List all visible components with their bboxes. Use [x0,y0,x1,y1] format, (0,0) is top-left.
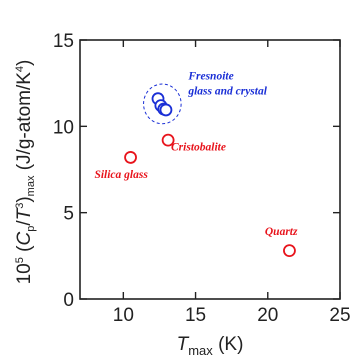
annotation-fresnoite-line-0: Fresnoite [187,71,233,83]
y-axis-ticks: 0 5 10 15 [53,31,340,311]
x-axis-ticks: 10 15 20 25 [113,40,351,326]
y-axis-title-unit: (J/g-atom/K [14,72,35,171]
y-axis-title-open: ( [14,245,35,252]
data-point-s1-3 [159,103,173,117]
plot-frame-group [79,39,341,300]
annotation-quartz-line-0: Quartz [265,226,298,238]
y-axis-title-unit-close: ) [14,60,35,66]
x-axis-title-unit: (K) [218,334,243,355]
y-axis-title-exp: 5 [14,257,26,263]
y-tick-label-10: 10 [53,117,74,138]
y-axis-title-max-sub: max [25,175,37,196]
fresnoite-group-ellipse [143,83,182,125]
y-axis-title-prefix: 10 [14,263,35,284]
y-tick-label-15: 15 [53,31,74,52]
x-axis-title-sub: max [188,343,213,356]
annotation-silica-line-0: Silica glass [94,169,148,181]
annotation-cristobalite-line-0: Cristobalite [171,142,226,154]
data-point-s0-1 [161,133,175,147]
annotation-fresnoite: Fresnoite glass and crystal [187,71,267,98]
plot-frame [79,39,341,300]
x-tick-label-15: 15 [185,305,206,326]
y-tick-label-5: 5 [63,204,74,225]
x-axis-title: Tmax (K) [177,334,244,356]
y-axis-title: 105 (Cp/T3)max (J/g-atom/K4) [14,60,37,285]
x-tick-label-20: 20 [257,305,278,326]
annotation-fresnoite-line-1: glass and crystal [187,86,267,98]
fresnoite-ellipse [143,83,182,125]
data-points [124,92,296,258]
data-point-s0-0 [124,151,137,164]
x-tick-label-25: 25 [329,305,350,326]
y-axis-title-t: T [14,207,35,220]
y-axis-title-slash: / [14,220,35,226]
annotation-quartz: Quartz [265,226,298,238]
y-tick-label-0: 0 [63,290,74,311]
annotation-cristobalite: Cristobalite [171,142,226,154]
y-axis-title-unit-exp: 4 [14,66,26,72]
x-axis-title-main: T [177,334,190,355]
y-axis-title-close: ) [14,196,35,202]
x-tick-label-10: 10 [113,305,134,326]
data-point-s0-2 [283,244,296,258]
annotations: Silica glass Cristobalite Quartz Fresnoite g… [94,71,298,238]
annotation-silica: Silica glass [94,169,148,181]
y-axis-title-t-exp: 3 [14,203,26,209]
y-axis-title-c: C [14,232,35,246]
y-axis-title-c-sub: p [25,226,37,232]
